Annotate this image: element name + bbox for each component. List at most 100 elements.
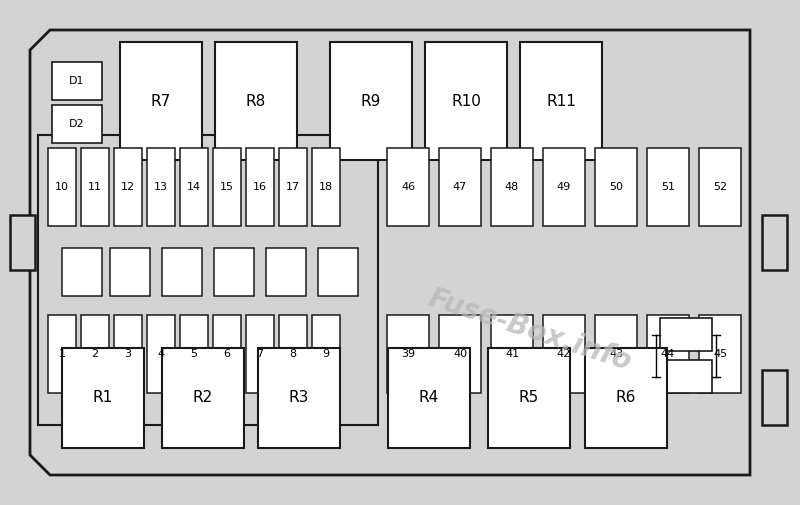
Bar (491, 148, 533, 226)
Bar (439, 148, 481, 226)
Text: 12: 12 (121, 182, 135, 192)
Text: 45: 45 (713, 349, 727, 359)
Text: 3: 3 (125, 349, 131, 359)
Bar (214, 248, 254, 296)
Bar (762, 215, 787, 270)
Text: 48: 48 (505, 182, 519, 192)
Bar (388, 348, 470, 448)
Text: 43: 43 (609, 349, 623, 359)
Bar (491, 315, 533, 393)
Text: D1: D1 (70, 76, 85, 86)
Text: 11: 11 (88, 182, 102, 192)
Text: 17: 17 (286, 182, 300, 192)
Text: R6: R6 (616, 390, 636, 406)
Text: R4: R4 (419, 390, 439, 406)
Bar (52, 105, 102, 143)
Bar (543, 148, 585, 226)
Bar (48, 315, 76, 393)
Text: 6: 6 (223, 349, 230, 359)
Text: 46: 46 (401, 182, 415, 192)
Text: 7: 7 (257, 349, 263, 359)
Bar (647, 315, 689, 393)
Bar (595, 148, 637, 226)
Text: 4: 4 (158, 349, 165, 359)
Text: 15: 15 (220, 182, 234, 192)
Bar (520, 42, 602, 160)
Bar (488, 348, 570, 448)
Bar (38, 135, 378, 425)
Bar (699, 148, 741, 226)
Bar (81, 315, 109, 393)
Bar (425, 42, 507, 160)
Text: R5: R5 (519, 390, 539, 406)
Bar (585, 348, 667, 448)
Bar (81, 148, 109, 226)
Bar (258, 348, 340, 448)
Text: 39: 39 (401, 349, 415, 359)
Bar (10, 215, 35, 270)
Bar (180, 315, 208, 393)
Bar (213, 315, 241, 393)
Text: R8: R8 (246, 93, 266, 109)
Bar (110, 248, 150, 296)
Text: R7: R7 (151, 93, 171, 109)
Bar (62, 348, 144, 448)
Bar (180, 148, 208, 226)
Bar (318, 248, 358, 296)
Text: 1: 1 (58, 349, 66, 359)
Bar (48, 148, 76, 226)
Bar (52, 62, 102, 100)
Bar (162, 248, 202, 296)
Bar (114, 315, 142, 393)
Bar (762, 370, 787, 425)
Bar (312, 148, 340, 226)
Text: 42: 42 (557, 349, 571, 359)
Bar (439, 315, 481, 393)
Bar (699, 315, 741, 393)
Text: 41: 41 (505, 349, 519, 359)
Bar (543, 315, 585, 393)
Bar (215, 42, 297, 160)
Text: 49: 49 (557, 182, 571, 192)
Text: R1: R1 (93, 390, 113, 406)
Bar (387, 315, 429, 393)
Bar (660, 318, 712, 351)
Bar (114, 148, 142, 226)
Bar (246, 315, 274, 393)
Text: 5: 5 (190, 349, 198, 359)
Text: R3: R3 (289, 390, 309, 406)
Bar (147, 315, 175, 393)
Bar (266, 248, 306, 296)
Text: 9: 9 (322, 349, 330, 359)
Text: 16: 16 (253, 182, 267, 192)
Bar (279, 148, 307, 226)
Text: 40: 40 (453, 349, 467, 359)
Polygon shape (30, 30, 750, 475)
Text: 14: 14 (187, 182, 201, 192)
Bar (595, 315, 637, 393)
Text: 47: 47 (453, 182, 467, 192)
Text: 44: 44 (661, 349, 675, 359)
Bar (660, 360, 712, 393)
Bar (162, 348, 244, 448)
Text: 50: 50 (609, 182, 623, 192)
Bar (120, 42, 202, 160)
Text: 2: 2 (91, 349, 98, 359)
Text: R9: R9 (361, 93, 381, 109)
Text: R2: R2 (193, 390, 213, 406)
Bar (279, 315, 307, 393)
Bar (246, 148, 274, 226)
Text: 51: 51 (661, 182, 675, 192)
Bar (213, 148, 241, 226)
Text: 10: 10 (55, 182, 69, 192)
Text: 18: 18 (319, 182, 333, 192)
Bar (330, 42, 412, 160)
Text: R10: R10 (451, 93, 481, 109)
Text: D2: D2 (69, 119, 85, 129)
Text: Fuse-Box.info: Fuse-Box.info (425, 284, 635, 376)
Bar (62, 248, 102, 296)
Text: 8: 8 (290, 349, 297, 359)
Text: 13: 13 (154, 182, 168, 192)
Bar (647, 148, 689, 226)
Bar (387, 148, 429, 226)
